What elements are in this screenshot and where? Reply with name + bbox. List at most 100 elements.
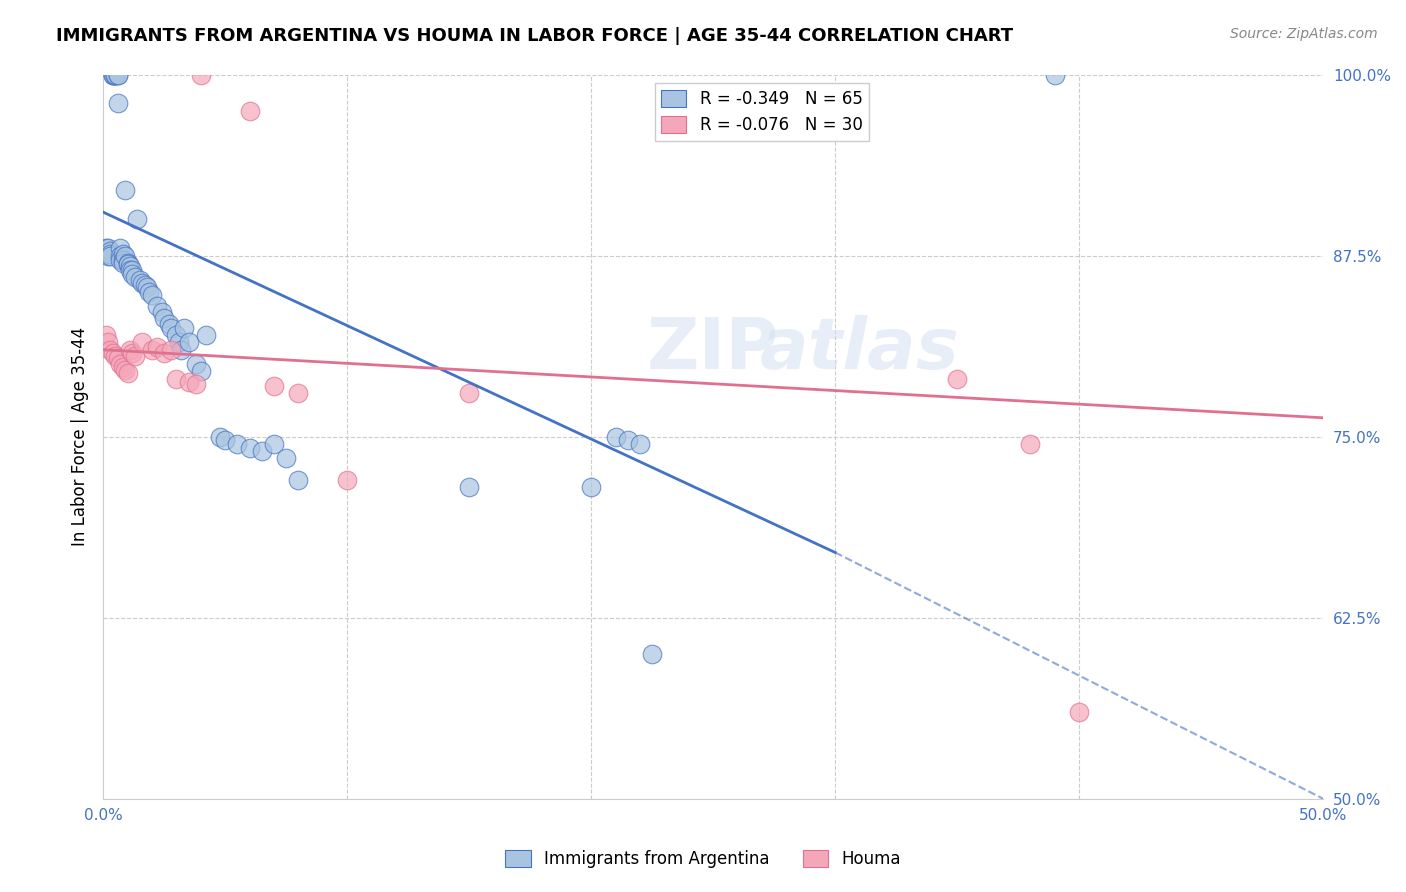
Point	[100, 249, 122, 263]
Point	[263, 379, 285, 393]
Point	[134, 277, 156, 292]
Point	[214, 433, 236, 447]
Text: ZIP: ZIP	[647, 315, 779, 384]
Point	[118, 259, 141, 273]
Point	[226, 437, 249, 451]
Point	[177, 335, 200, 350]
Point	[136, 280, 159, 294]
Point	[579, 480, 602, 494]
Point	[238, 441, 260, 455]
Y-axis label: In Labor Force | Age 35-44: In Labor Force | Age 35-44	[72, 327, 89, 546]
Point	[101, 68, 124, 82]
Point	[101, 68, 124, 82]
Text: IMMIGRANTS FROM ARGENTINA VS HOUMA IN LABOR FORCE | AGE 35-44 CORRELATION CHART: IMMIGRANTS FROM ARGENTINA VS HOUMA IN LA…	[56, 27, 1014, 45]
Point	[138, 285, 160, 299]
Point	[107, 96, 129, 111]
Point	[111, 252, 134, 267]
Point	[100, 247, 122, 261]
Point	[124, 349, 146, 363]
Point	[184, 357, 207, 371]
Point	[160, 343, 183, 357]
Point	[153, 345, 176, 359]
Point	[194, 328, 217, 343]
Point	[167, 335, 190, 350]
Point	[111, 247, 134, 261]
Point	[114, 363, 136, 377]
Point	[107, 351, 129, 366]
Point	[114, 249, 136, 263]
Point	[141, 343, 163, 357]
Point	[238, 103, 260, 118]
Point	[287, 473, 309, 487]
Point	[336, 473, 359, 487]
Point	[131, 335, 153, 350]
Point	[128, 273, 150, 287]
Legend: Immigrants from Argentina, Houma: Immigrants from Argentina, Houma	[499, 843, 907, 875]
Point	[97, 249, 120, 263]
Point	[276, 451, 298, 466]
Point	[946, 372, 969, 386]
Point	[141, 287, 163, 301]
Point	[150, 305, 173, 319]
Point	[190, 68, 212, 82]
Point	[173, 321, 195, 335]
Point	[117, 366, 139, 380]
Point	[104, 68, 127, 82]
Text: Source: ZipAtlas.com: Source: ZipAtlas.com	[1230, 27, 1378, 41]
Point	[165, 328, 187, 343]
Point	[641, 647, 664, 661]
Point	[628, 437, 651, 451]
Point	[131, 276, 153, 290]
Legend: R = -0.349   N = 65, R = -0.076   N = 30: R = -0.349 N = 65, R = -0.076 N = 30	[655, 83, 869, 141]
Point	[111, 256, 134, 270]
Text: atlas: atlas	[759, 315, 959, 384]
Point	[458, 480, 481, 494]
Point	[107, 68, 129, 82]
Point	[101, 68, 124, 82]
Point	[250, 444, 273, 458]
Point	[104, 68, 127, 82]
Point	[121, 268, 143, 282]
Point	[1043, 68, 1066, 82]
Point	[263, 437, 285, 451]
Point	[177, 375, 200, 389]
Point	[146, 340, 169, 354]
Point	[118, 263, 141, 277]
Point	[108, 241, 131, 255]
Point	[97, 335, 120, 350]
Point	[117, 256, 139, 270]
Point	[1019, 437, 1042, 451]
Point	[100, 343, 122, 357]
Point	[94, 328, 117, 343]
Point	[100, 244, 122, 259]
Point	[160, 321, 183, 335]
Point	[190, 364, 212, 378]
Point	[127, 212, 149, 227]
Point	[111, 360, 134, 375]
Point	[94, 241, 117, 255]
Point	[287, 386, 309, 401]
Point	[108, 357, 131, 371]
Point	[121, 263, 143, 277]
Point	[117, 257, 139, 271]
Point	[146, 299, 169, 313]
Point	[107, 68, 129, 82]
Point	[458, 386, 481, 401]
Point	[108, 249, 131, 263]
Point	[118, 343, 141, 357]
Point	[209, 430, 232, 444]
Point	[121, 345, 143, 359]
Point	[104, 68, 127, 82]
Point	[104, 349, 127, 363]
Point	[165, 372, 187, 386]
Point	[124, 270, 146, 285]
Point	[97, 241, 120, 255]
Point	[1069, 705, 1091, 719]
Point	[114, 183, 136, 197]
Point	[605, 430, 627, 444]
Point	[101, 345, 124, 359]
Point	[170, 343, 193, 357]
Point	[184, 377, 207, 392]
Point	[157, 317, 180, 331]
Point	[108, 252, 131, 267]
